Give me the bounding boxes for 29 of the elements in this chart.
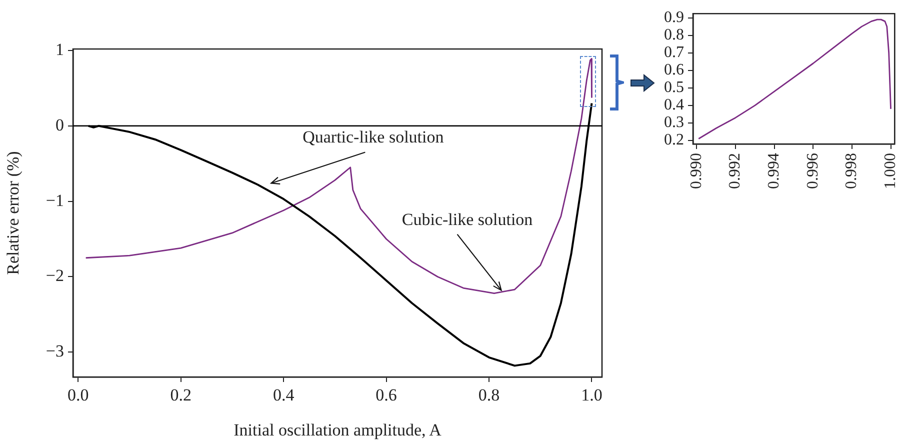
x-tick-label: 0.4 xyxy=(272,386,295,405)
y-tick-label: −2 xyxy=(46,266,64,286)
y-tick-label: 1 xyxy=(56,40,64,59)
x-tick-label: 0.8 xyxy=(478,386,500,405)
y-tick-label: 0 xyxy=(56,115,64,134)
x-tick-label: 0.994 xyxy=(766,153,783,189)
x-tick-label: 0.990 xyxy=(688,153,705,189)
x-tick-label: 0.992 xyxy=(726,153,744,189)
x-tick-label: 0.2 xyxy=(170,386,192,405)
x-tick-label: 0.0 xyxy=(68,386,89,405)
x-tick-label: 0.998 xyxy=(843,153,860,189)
x-axis-title: Initial oscillation amplitude, A xyxy=(234,420,442,440)
y-tick-label: 0.6 xyxy=(664,62,684,79)
annotation: Quartic-like solution xyxy=(302,128,444,147)
x-tick-label: 0.996 xyxy=(804,153,822,189)
y-tick-label: 0.8 xyxy=(664,26,684,44)
x-tick-label: 1.0 xyxy=(581,386,602,405)
y-tick-label: 0.9 xyxy=(664,9,684,26)
y-tick-label: 0.3 xyxy=(664,114,684,132)
y-tick-label: 0.4 xyxy=(664,96,684,114)
y-tick-label: 0.7 xyxy=(664,44,684,62)
y-tick-label: 0.5 xyxy=(664,79,684,96)
x-tick-label: 0.6 xyxy=(376,386,397,405)
y-tick-label: −1 xyxy=(46,190,64,210)
y-tick-label: 0.2 xyxy=(664,132,684,149)
y-axis-title: Relative error (%) xyxy=(4,151,23,275)
annotation: Cubic-like solution xyxy=(402,210,534,229)
y-tick-label: −3 xyxy=(46,342,64,361)
x-tick-label: 1.000 xyxy=(882,153,899,189)
